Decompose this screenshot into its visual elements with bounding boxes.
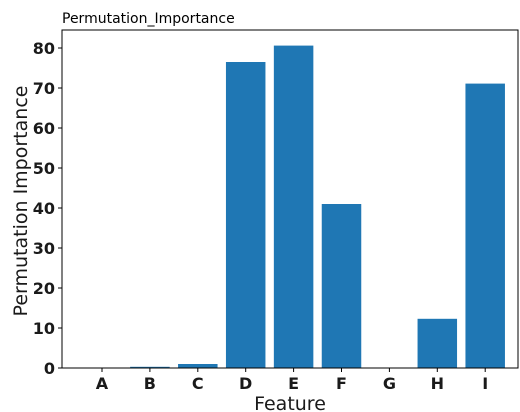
bar-c: [178, 364, 218, 368]
x-tick-label: B: [144, 374, 156, 393]
plot-frame: [61, 29, 519, 369]
x-axis-label: Feature: [254, 393, 326, 412]
y-tick-label: 0: [44, 359, 55, 378]
x-tick-label: F: [336, 374, 347, 393]
y-tick-label: 80: [33, 39, 55, 58]
y-axis-label: Permutation Importance: [10, 86, 32, 317]
bar-f: [321, 204, 362, 368]
x-tick-label: E: [288, 374, 299, 393]
bar-i: [465, 83, 505, 368]
y-tick-label: 30: [33, 239, 55, 258]
x-tick-label: G: [383, 374, 396, 393]
x-tick-label: H: [431, 374, 444, 393]
x-tick-label: D: [239, 374, 252, 393]
y-axis-ticks: 0 10 20 30 40 50 60 70 80: [33, 39, 62, 378]
x-tick-label: C: [192, 374, 204, 393]
x-axis-ticks: A B C D E F G H I: [96, 368, 488, 393]
y-tick-label: 10: [33, 319, 55, 338]
bar-e: [273, 45, 314, 368]
x-tick-label: A: [96, 374, 109, 393]
chart-title: Permutation_Importance: [62, 11, 235, 27]
y-tick-label: 20: [33, 279, 55, 298]
y-tick-label: 70: [33, 79, 55, 98]
x-tick-label: I: [482, 374, 488, 393]
y-tick-label: 60: [33, 119, 55, 138]
y-tick-label: 50: [33, 159, 55, 178]
bars-group: [130, 45, 505, 368]
y-tick-label: 40: [33, 199, 55, 218]
bar-b: [130, 366, 170, 368]
bar-h: [417, 318, 458, 368]
bar-d: [225, 62, 266, 368]
